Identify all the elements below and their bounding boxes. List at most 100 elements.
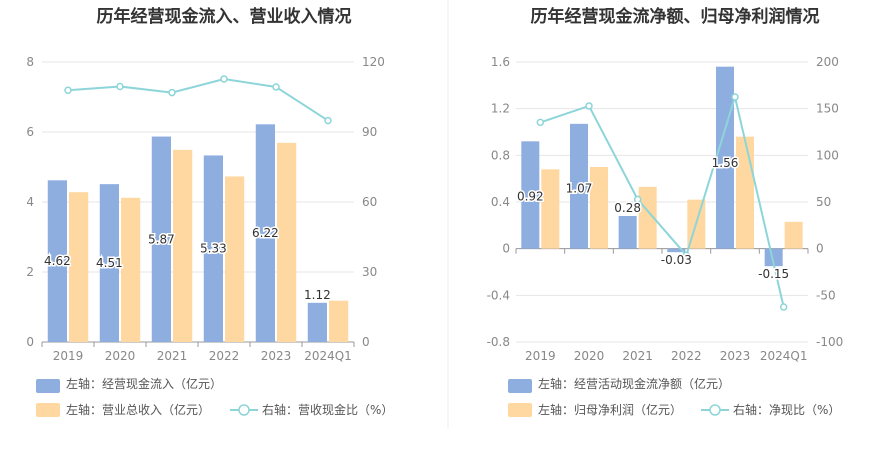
- bar-primary: [569, 123, 588, 249]
- right-axis-tick-label: 150: [816, 102, 839, 116]
- bar-secondary: [277, 142, 297, 342]
- bar-primary: [764, 248, 783, 267]
- line-point: [116, 82, 124, 91]
- legend-label: 左轴：经营现金流入（亿元）: [66, 376, 222, 391]
- bar-secondary: [121, 197, 141, 342]
- chart-panel-cash-inflow: 历年经营现金流入、营业收入情况 0 2 4 6 8 0 30 60 90 120 2019 2020 20…: [26, 6, 393, 417]
- right-axis-tick-label: 90: [362, 125, 377, 139]
- legend-swatch: [36, 403, 60, 417]
- left-axis-tick-label: 0.8: [491, 148, 510, 162]
- right-axis-tick-label: 50: [816, 195, 831, 209]
- bar-secondary: [590, 167, 609, 249]
- legend-line-marker: [238, 404, 250, 416]
- bar-secondary: [173, 149, 193, 342]
- line-point: [585, 102, 593, 110]
- bar-secondary: [784, 221, 803, 249]
- bar-data-label: -0.03: [661, 253, 692, 267]
- bar-data-label: 1.12: [304, 288, 331, 302]
- x-axis-tick-label: 2019: [525, 349, 556, 363]
- left-axis-tick-label: 0.4: [491, 195, 510, 209]
- left-axis-tick-label: 1.6: [491, 55, 510, 69]
- bar-primary: [307, 302, 327, 342]
- bar-primary: [99, 184, 119, 342]
- legend-line-marker: [709, 404, 721, 416]
- legend-swatch: [508, 403, 532, 417]
- line-point: [682, 251, 691, 260]
- chart-title: 历年经营现金流入、营业收入情况: [97, 6, 352, 27]
- bar-secondary: [329, 300, 349, 342]
- bar-data-label: 4.51: [96, 256, 123, 270]
- x-axis-tick-label: 2020: [574, 349, 605, 363]
- left-axis-tick-label: 4: [26, 195, 34, 209]
- line-point: [64, 86, 72, 94]
- right-axis-tick-label: 200: [816, 55, 839, 69]
- x-axis-tick-label: 2020: [105, 349, 136, 363]
- legend-label: 左轴：归母净利润（亿元）: [538, 402, 682, 417]
- right-axis-tick-label: 60: [362, 195, 377, 209]
- chart-title: 历年经营现金流净额、归母净利润情况: [531, 6, 820, 27]
- legend-label: 左轴：经营活动现金流净额（亿元）: [538, 376, 730, 391]
- bar-data-label: 0.28: [614, 201, 641, 215]
- left-axis-tick-label: -0.8: [487, 335, 510, 349]
- right-axis-tick-label: -50: [816, 288, 836, 302]
- x-axis-tick-label: 2023: [261, 349, 292, 363]
- legend-label: 左轴：营业总收入（亿元）: [66, 402, 210, 417]
- bar-data-label: 4.62: [44, 254, 71, 268]
- legend-label: 右轴：净现比（%）: [733, 402, 840, 417]
- legend-swatch: [36, 379, 60, 393]
- chart-panel-net-cash-flow: 历年经营现金流净额、归母净利润情况 -0.8 -0.4 0 0.4 0.8 1.2 1.6 -1…: [487, 6, 843, 417]
- right-axis-tick-label: 100: [816, 148, 839, 162]
- left-axis-tick-label: 0: [502, 242, 510, 256]
- bar-primary: [667, 248, 686, 253]
- x-axis-tick-label: 2024Q1: [304, 349, 352, 363]
- bar-primary: [255, 124, 275, 342]
- left-axis-tick-label: -0.4: [487, 288, 510, 302]
- bar-primary: [521, 141, 540, 249]
- bar-secondary: [225, 176, 245, 342]
- legend-swatch: [508, 379, 532, 393]
- right-axis-tick-label: -100: [816, 335, 843, 349]
- bar-data-label: 6.22: [252, 226, 279, 240]
- right-axis-tick-label: 120: [362, 55, 385, 69]
- x-axis-tick-label: 2024Q1: [760, 349, 808, 363]
- x-axis-tick-label: 2022: [209, 349, 240, 363]
- bar-primary: [203, 155, 223, 342]
- line-point: [168, 88, 176, 97]
- line-point: [324, 116, 332, 125]
- line-point: [272, 83, 280, 91]
- series-line: [540, 93, 785, 308]
- line-point: [779, 303, 788, 311]
- line-point: [536, 118, 545, 127]
- bar-data-label: -0.15: [758, 267, 789, 281]
- bar-primary: [47, 180, 67, 342]
- x-axis-tick-label: 2023: [720, 349, 751, 363]
- bar-data-label: 1.07: [566, 181, 593, 195]
- right-axis-tick-label: 0: [362, 335, 370, 349]
- bar-data-label: 5.87: [148, 232, 175, 246]
- bar-data-label: 1.56: [712, 156, 739, 170]
- bar-data-label: 0.92: [517, 189, 544, 203]
- left-axis-tick-label: 2: [26, 265, 34, 279]
- bar-primary: [151, 136, 171, 342]
- bar-secondary: [638, 186, 657, 249]
- right-axis-tick-label: 0: [816, 242, 824, 256]
- x-axis-tick-label: 2022: [671, 349, 702, 363]
- bar-secondary: [541, 169, 560, 249]
- bar-secondary: [69, 192, 89, 342]
- left-axis-tick-label: 1.2: [491, 102, 510, 116]
- left-axis-tick-label: 6: [26, 125, 34, 139]
- line-point: [731, 93, 739, 101]
- bar-data-label: 5.33: [200, 242, 227, 256]
- right-axis-tick-label: 30: [362, 265, 377, 279]
- left-axis-tick-label: 8: [26, 55, 34, 69]
- left-axis-tick-label: 0: [26, 335, 34, 349]
- x-axis-tick-label: 2021: [622, 349, 653, 363]
- line-point: [633, 195, 642, 204]
- x-axis-tick-label: 2021: [157, 349, 188, 363]
- legend-label: 右轴：营收现金比（%）: [262, 402, 393, 417]
- x-axis-tick-label: 2019: [53, 349, 84, 363]
- line-point: [220, 75, 228, 83]
- series-line: [67, 78, 329, 122]
- bar-primary: [618, 216, 637, 249]
